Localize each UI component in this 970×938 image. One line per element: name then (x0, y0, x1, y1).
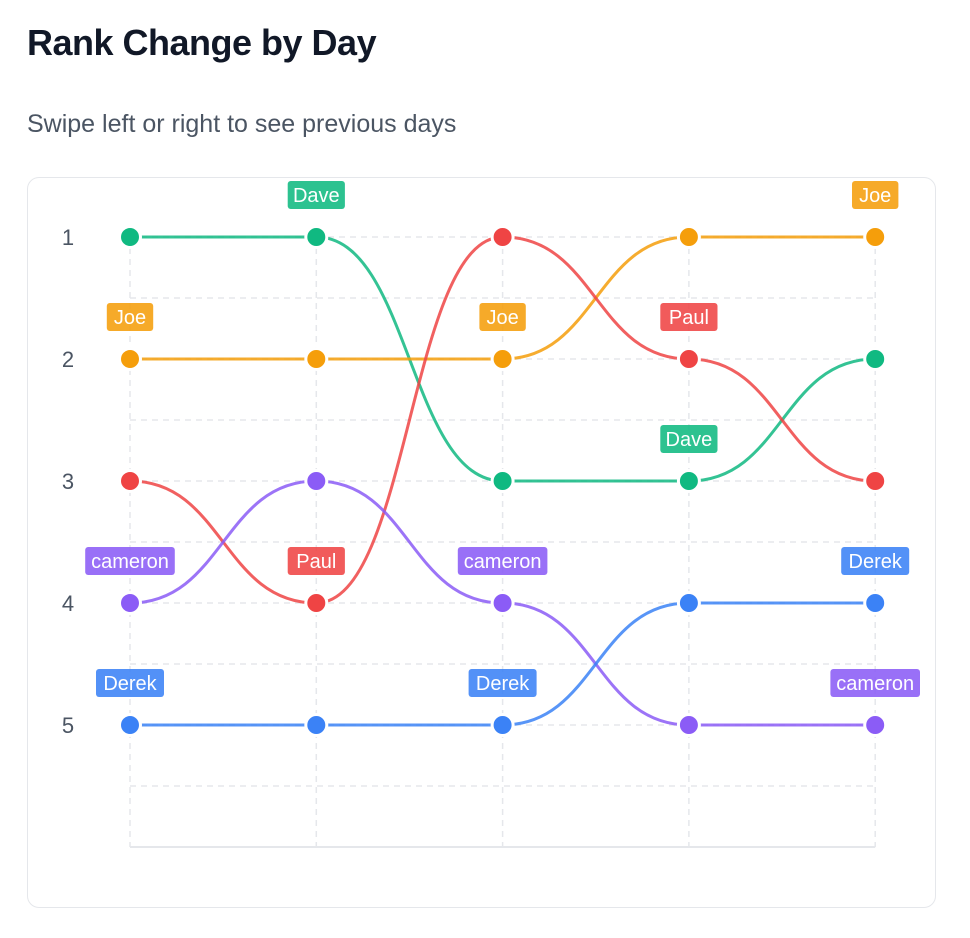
page-subtitle: Swipe left or right to see previous days (27, 110, 457, 138)
label-text: Joe (859, 185, 891, 207)
series-label-cameron: cameron (457, 547, 548, 575)
data-point-cameron (118, 591, 142, 615)
data-point-dave (863, 347, 888, 371)
label-background (457, 547, 548, 575)
y-tick-label: 4 (62, 591, 74, 616)
label-text: Dave (666, 429, 713, 451)
data-point-paul (676, 347, 701, 371)
data-point-paul (490, 225, 515, 249)
series-label-derek: Derek (841, 547, 910, 575)
label-background (852, 181, 899, 209)
label-background (106, 303, 154, 331)
series-label-joe: Joe (852, 181, 899, 209)
data-point-derek (676, 591, 701, 615)
series-label-joe: Joe (479, 303, 526, 331)
label-background (96, 669, 164, 697)
label-text: Derek (103, 673, 157, 695)
series-label-dave: Dave (660, 425, 718, 453)
label-text: Paul (296, 551, 336, 573)
data-point-derek (118, 713, 142, 737)
label-text: Joe (486, 307, 518, 329)
label-background (660, 425, 718, 453)
label-background (287, 547, 345, 575)
label-text: cameron (464, 551, 542, 573)
series-line-paul (129, 235, 876, 605)
label-text: Derek (476, 673, 530, 695)
label-background (468, 669, 537, 697)
data-point-joe (676, 225, 701, 249)
y-tick-label: 2 (62, 347, 74, 372)
data-point-paul (304, 591, 329, 615)
label-background (479, 303, 526, 331)
data-point-cameron (676, 713, 701, 737)
series-label-derek: Derek (468, 669, 537, 697)
y-tick-label: 1 (62, 225, 74, 250)
label-background (830, 669, 920, 697)
series-label-dave: Dave (287, 181, 345, 209)
label-text: cameron (91, 551, 169, 573)
label-text: Dave (293, 185, 340, 207)
label-text: cameron (836, 673, 914, 695)
data-point-dave (304, 225, 329, 249)
label-background (287, 181, 345, 209)
data-point-dave (676, 469, 701, 493)
data-point-paul (863, 469, 888, 493)
data-point-cameron (863, 713, 888, 737)
series-line-derek (129, 601, 876, 727)
page-title: Rank Change by Day (27, 22, 377, 63)
data-point-cameron (490, 591, 515, 615)
y-tick-label: 5 (62, 713, 74, 738)
data-point-derek (863, 591, 888, 615)
chart-card[interactable] (27, 177, 936, 908)
series-label-cameron: cameron (85, 547, 175, 575)
label-background (841, 547, 910, 575)
label-text: Paul (669, 307, 709, 329)
data-point-dave (118, 225, 142, 249)
data-point-derek (490, 713, 515, 737)
data-point-cameron (304, 469, 329, 493)
data-point-joe (304, 347, 329, 371)
data-point-dave (490, 469, 515, 493)
series-label-paul: Paul (660, 303, 718, 331)
data-point-joe (863, 225, 888, 249)
data-point-joe (118, 347, 142, 371)
series-line-joe (130, 235, 876, 361)
y-tick-label: 3 (62, 469, 74, 494)
series-label-paul: Paul (287, 547, 345, 575)
data-point-joe (490, 347, 515, 371)
series-label-derek: Derek (96, 669, 164, 697)
label-text: Derek (849, 551, 903, 573)
label-background (85, 547, 175, 575)
label-text: Joe (114, 307, 146, 329)
data-point-derek (304, 713, 329, 737)
data-point-paul (118, 469, 142, 493)
series-label-joe: Joe (106, 303, 154, 331)
series-line-cameron (129, 479, 876, 727)
label-background (660, 303, 718, 331)
series-label-cameron: cameron (830, 669, 920, 697)
